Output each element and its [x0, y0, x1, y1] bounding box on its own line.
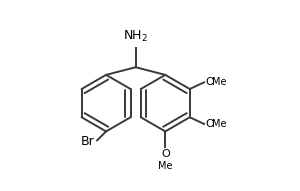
Text: Me: Me — [158, 161, 172, 171]
Text: O: O — [205, 119, 214, 129]
Text: Me: Me — [212, 77, 227, 87]
Text: O: O — [161, 149, 170, 159]
Text: Me: Me — [212, 119, 227, 129]
Text: NH$_2$: NH$_2$ — [123, 29, 148, 44]
Text: Br: Br — [81, 135, 94, 148]
Text: O: O — [205, 77, 214, 87]
